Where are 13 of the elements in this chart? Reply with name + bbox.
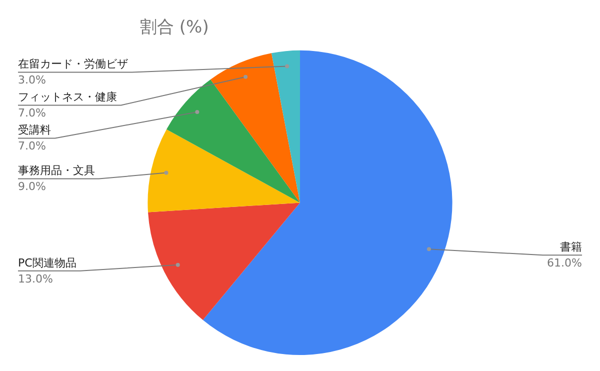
slice-label: 受講料 (18, 124, 51, 137)
data-label: 61.0% (547, 256, 582, 270)
slice-label: フィットネス・健康 (18, 90, 117, 104)
data-label: 7.0% (18, 140, 46, 153)
data-label: 3.0% (18, 74, 46, 87)
slice-label: PC関連物品 (18, 256, 76, 270)
slice-label: 書籍 (560, 240, 582, 254)
chart-title: 割合 (%) (140, 18, 209, 38)
data-label: 13.0% (18, 272, 53, 286)
data-label: 9.0% (18, 180, 46, 194)
slice-label: 事務用品・文具 (18, 164, 95, 178)
slice-label: 在留カード・労働ビザ (18, 58, 128, 71)
data-label: 7.0% (18, 106, 46, 120)
